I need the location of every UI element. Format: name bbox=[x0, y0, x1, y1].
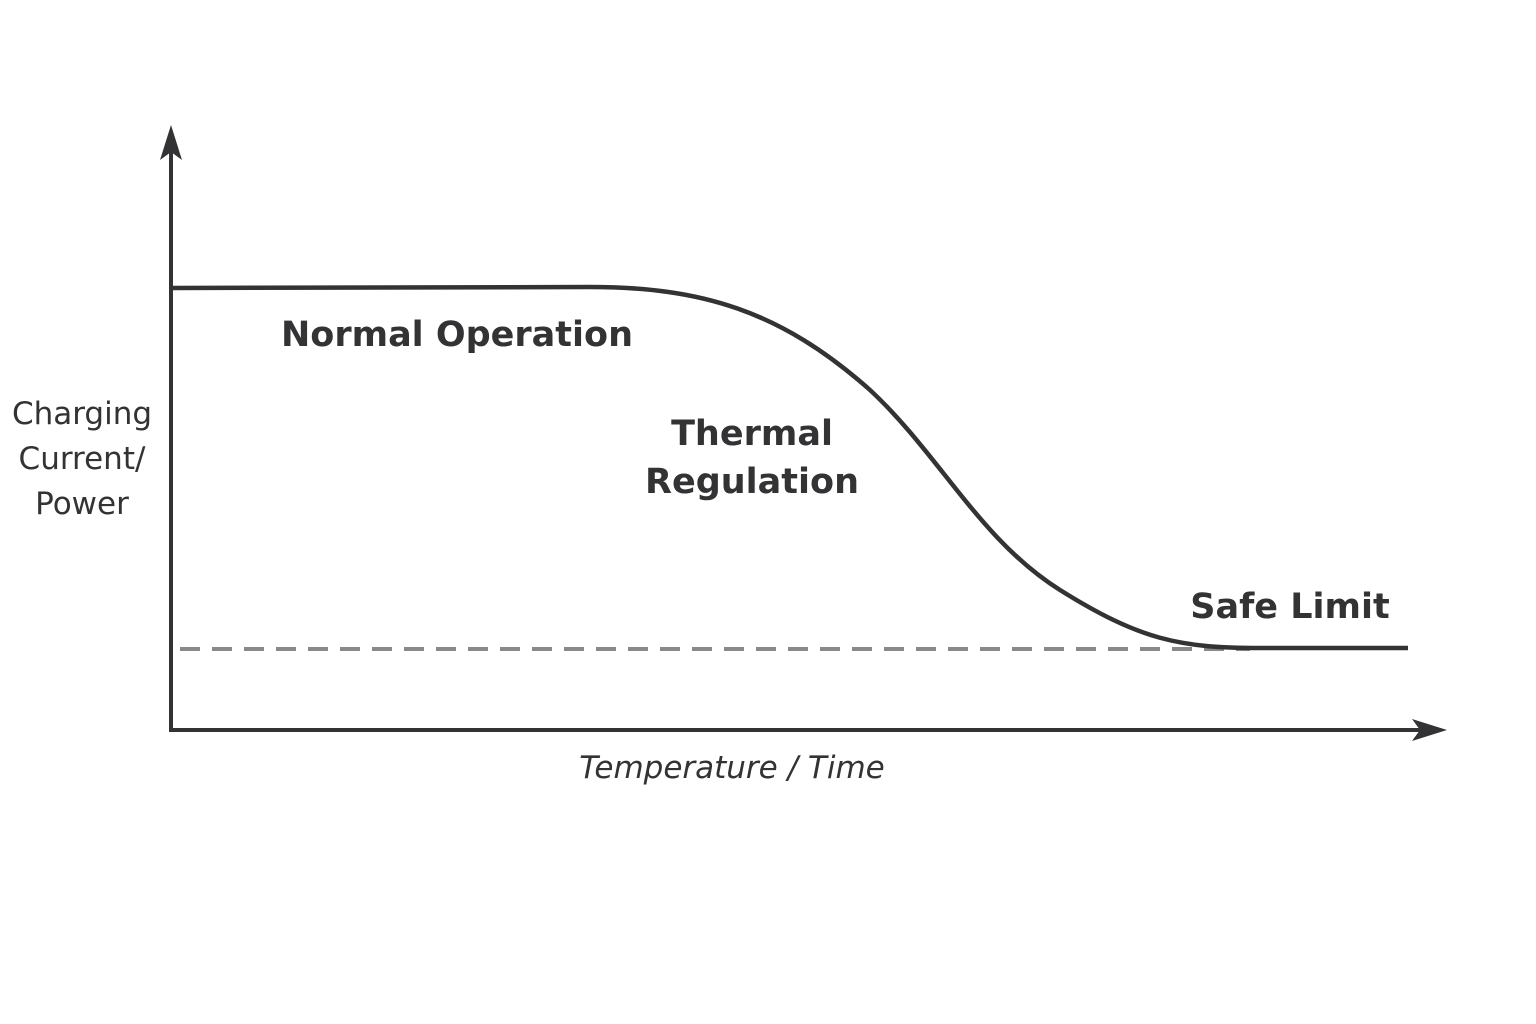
x-axis-arrow-icon bbox=[1412, 719, 1447, 741]
charging-curve bbox=[172, 284, 1408, 651]
safe-limit-label: Safe Limit bbox=[1190, 587, 1390, 627]
x-axis-label: Temperature / Time bbox=[579, 750, 885, 786]
thermal-label-line1: Thermal bbox=[671, 414, 833, 454]
y-axis-label-line1: Charging bbox=[11, 396, 153, 432]
thermal-label-line2: Regulation bbox=[645, 462, 859, 502]
y-axis-label-line2: Current/ bbox=[18, 441, 146, 477]
thermal-regulation-label: Thermal Regulation bbox=[602, 410, 902, 506]
y-axis-arrow-icon bbox=[160, 125, 182, 160]
y-axis-label-line3: Power bbox=[35, 486, 129, 522]
y-axis-label: Charging Current/ Power bbox=[0, 392, 164, 527]
normal-operation-label: Normal Operation bbox=[281, 315, 633, 355]
